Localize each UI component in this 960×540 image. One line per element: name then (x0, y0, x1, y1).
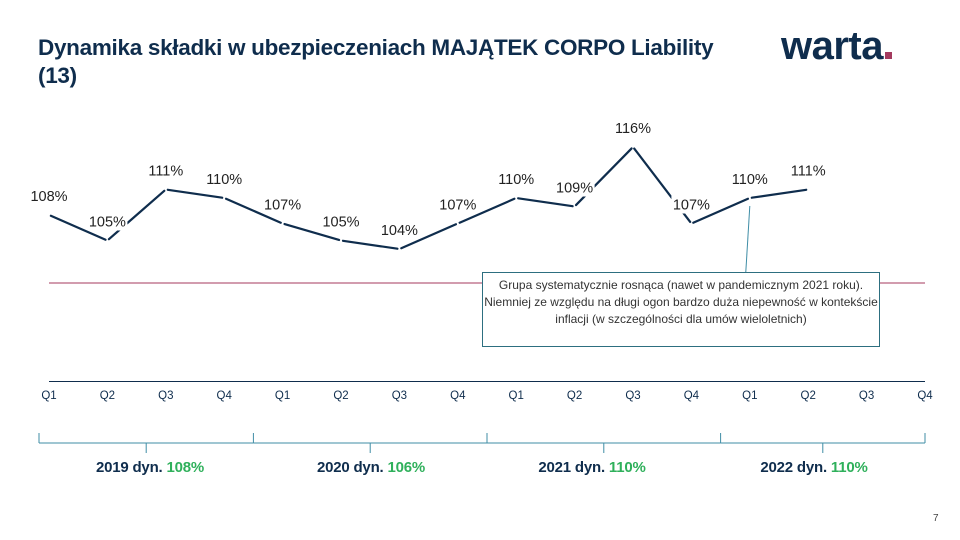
series-line-segment (400, 223, 458, 250)
series-line-segment (517, 197, 574, 208)
x-tick-label: Q2 (567, 390, 582, 402)
x-tick-label: Q1 (509, 390, 524, 402)
series-line-segment (107, 189, 166, 241)
data-label-backing (729, 170, 770, 188)
annotation-callout: Grupa systematycznie rosnąca (nawet w pa… (482, 272, 880, 347)
data-label-backing (496, 170, 537, 188)
data-label-backing (29, 187, 69, 205)
data-label-backing (437, 195, 478, 214)
x-tick-label: Q1 (275, 390, 290, 402)
x-tick-label: Q4 (684, 390, 700, 402)
year-2019-label: 2019 dyn. (95, 459, 167, 476)
year-2020-label: 2020 dyn. (316, 459, 388, 476)
data-label: 104% (381, 223, 418, 239)
data-label-backing (204, 170, 245, 188)
x-tick-label: Q4 (450, 390, 466, 402)
x-tick-label: Q4 (917, 390, 933, 402)
series-line-segment (574, 147, 633, 207)
year-2021-value: 110% (608, 459, 646, 476)
data-label-backing (554, 178, 595, 197)
data-label: 107% (439, 198, 476, 214)
data-label-backing (87, 212, 128, 231)
series-line-segment (692, 197, 750, 224)
series-line-segment (750, 188, 808, 199)
year-2019-value: 108% (166, 459, 205, 476)
year-2022-label: 2022 dyn. (760, 459, 831, 476)
x-tick-label: Q3 (158, 390, 173, 402)
series-line-segment (166, 188, 224, 199)
warta-logo: warta (781, 24, 892, 68)
data-label-backing (613, 119, 653, 137)
series-line-segment (49, 214, 107, 241)
data-label: 108% (30, 189, 67, 205)
data-label: 116% (615, 121, 651, 137)
series-line-group (49, 147, 808, 250)
series-line-segment (458, 197, 516, 224)
page-title: Dynamika składki w ubezpieczeniach MAJĄT… (38, 35, 714, 88)
data-label: 105% (322, 215, 359, 231)
data-labels-group: 108% 105% 111% 110% 107% 105% 104% 107% 110% 109%… (29, 119, 829, 239)
data-label: 109% (556, 181, 593, 197)
x-tick-label: Q1 (742, 390, 757, 402)
data-label: 107% (264, 198, 301, 214)
x-tick-label: Q1 (41, 390, 56, 402)
logo-text: warta (781, 24, 884, 68)
logo-dot-icon (885, 52, 892, 59)
year-2022-summary: 2022 dyn. 110% (714, 459, 914, 476)
data-label: 110% (732, 172, 768, 188)
data-label-backing (321, 212, 361, 231)
data-label-backing (262, 195, 303, 214)
x-tick-labels-group: Q1 Q2 Q3 Q4 Q1 Q2 Q3 Q4 Q1 Q2 Q3 Q4 Q1 Q2 Q3 Q4 (41, 390, 933, 402)
data-label: 107% (673, 198, 710, 214)
year-2021-summary: 2021 dyn. 110% (492, 459, 692, 476)
series-line-segment (224, 197, 282, 224)
x-tick-label: Q3 (859, 390, 874, 402)
data-label: 105% (89, 215, 126, 231)
x-tick-label: Q3 (392, 390, 407, 402)
annotation-connector (745, 205, 751, 273)
data-label-backing (788, 161, 829, 180)
data-label-backing (145, 161, 186, 180)
year-2020-summary: 2020 dyn. 106% (271, 459, 471, 476)
x-tick-label: Q3 (625, 390, 640, 402)
x-tick-label: Q2 (333, 390, 348, 402)
x-tick-label: Q4 (217, 390, 233, 402)
series-line-segment (341, 239, 399, 250)
data-label: 111% (148, 164, 183, 180)
x-tick-label: Q2 (801, 390, 816, 402)
data-label: 110% (498, 172, 534, 188)
data-label-backing (379, 221, 420, 239)
data-label: 110% (206, 172, 242, 188)
year-2019-summary: 2019 dyn. 108% (50, 459, 250, 476)
x-tick-label: Q2 (100, 390, 115, 402)
year-2022-value: 110% (830, 459, 868, 476)
data-label-backing (671, 195, 712, 214)
annotation-connector-group (745, 205, 751, 273)
page-number: 7 (933, 513, 939, 524)
series-line-segment (283, 222, 341, 242)
data-label: 111% (791, 164, 826, 180)
year-2021-label: 2021 dyn. (538, 459, 609, 476)
year-2020-value: 106% (387, 459, 426, 476)
year-brackets-group (38, 433, 926, 453)
